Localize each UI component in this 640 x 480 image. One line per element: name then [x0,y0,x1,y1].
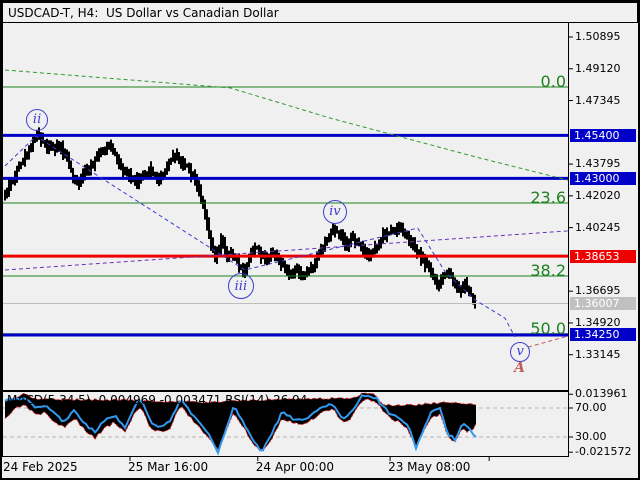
x-axis-date-label: 23 May 08:00 [388,460,471,474]
macd-scale-label: 0.013961 [575,387,628,401]
y-axis-tick-label: 1.47345 [575,93,621,107]
macd-histogram-area [5,393,476,450]
y-axis-tick-label: 1.43795 [575,157,621,171]
price-level-badge: 1.45400 [570,128,636,142]
y-axis-tick-label: 1.49120 [575,61,621,75]
x-axis-date-label: 25 Mar 16:00 [127,460,209,474]
y-axis-tick-label: 1.36695 [575,284,621,298]
macd-scale-label: 70.00 [575,401,607,414]
price-level-badge: 1.38653 [570,249,636,263]
y-axis-tick-label: 1.40245 [575,220,621,234]
price-level-badge: 1.34250 [570,328,636,342]
macd-indicator-header: MACD(5,34,5) -0.004969 -0.003471 RSI(14)… [7,393,308,407]
price-level-badge: 1.43000 [570,171,636,185]
y-axis-tick-label: 1.33145 [575,347,621,361]
wave-label[interactable]: v [510,341,531,362]
price-level-badge: 1.36007 [570,296,636,310]
y-axis-tick-label: 1.34920 [575,315,621,329]
y-axis-tick-label: 1.42020 [575,188,621,202]
macd-scale-label: 30.00 [575,430,607,443]
chart-title: USDCAD-T, H4: US Dollar vs Canadian Doll… [8,6,279,20]
blue-wave-projection[interactable] [4,135,516,338]
fib-level-label: 38.2 [530,261,566,281]
rsi-line [4,394,477,456]
macd-scale-label: -0.021572 [575,445,632,459]
purple-dashed-trendline[interactable] [4,230,569,271]
x-axis-date-label: 24 Apr 00:00 [255,460,335,474]
y-axis-tick-label: 1.50895 [575,30,621,43]
wave-label[interactable]: ii [26,108,49,131]
x-axis-date-label: 24 Feb 2025 [3,460,78,474]
fib-level-label: 0.0 [540,72,566,92]
green-dashed-channel[interactable] [4,69,569,181]
wave-label[interactable]: iii [227,273,254,300]
wave-label[interactable]: iv [322,199,347,224]
wave-label[interactable]: A [514,359,526,376]
fib-level-label: 50.0 [530,318,566,338]
fib-level-label: 23.6 [530,188,566,208]
